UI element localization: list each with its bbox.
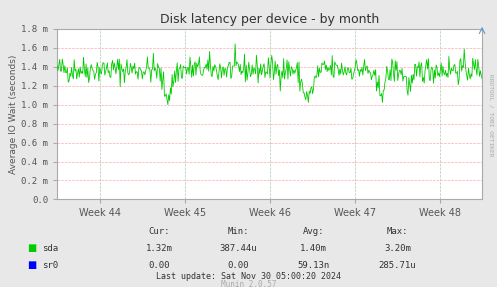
Text: 1.40m: 1.40m bbox=[300, 244, 327, 253]
Text: Munin 2.0.57: Munin 2.0.57 bbox=[221, 280, 276, 287]
Y-axis label: Average IO Wait (seconds): Average IO Wait (seconds) bbox=[9, 55, 18, 174]
Text: ■: ■ bbox=[27, 261, 37, 270]
Text: 0.00: 0.00 bbox=[148, 261, 170, 270]
Text: sda: sda bbox=[42, 244, 58, 253]
Text: 387.44u: 387.44u bbox=[220, 244, 257, 253]
Text: Cur:: Cur: bbox=[148, 226, 170, 236]
Text: RRDTOOL / TOBI OETIKER: RRDTOOL / TOBI OETIKER bbox=[489, 73, 494, 156]
Text: Last update: Sat Nov 30 05:00:20 2024: Last update: Sat Nov 30 05:00:20 2024 bbox=[156, 272, 341, 281]
Text: Avg:: Avg: bbox=[302, 226, 324, 236]
Text: Max:: Max: bbox=[387, 226, 409, 236]
Text: 3.20m: 3.20m bbox=[384, 244, 411, 253]
Text: sr0: sr0 bbox=[42, 261, 58, 270]
Text: 1.32m: 1.32m bbox=[146, 244, 172, 253]
Text: Min:: Min: bbox=[228, 226, 249, 236]
Text: ■: ■ bbox=[27, 243, 37, 253]
Text: 59.13n: 59.13n bbox=[297, 261, 329, 270]
Title: Disk latency per device - by month: Disk latency per device - by month bbox=[160, 13, 379, 26]
Text: 0.00: 0.00 bbox=[228, 261, 249, 270]
Text: 285.71u: 285.71u bbox=[379, 261, 416, 270]
